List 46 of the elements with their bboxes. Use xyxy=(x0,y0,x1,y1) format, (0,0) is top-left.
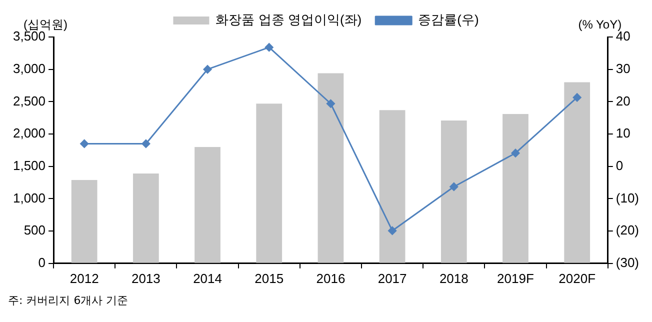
y-tick-label: 1,500 xyxy=(12,158,46,173)
point xyxy=(511,148,520,158)
y2-tick-label: (10) xyxy=(616,190,640,206)
y2-tick-label: 30 xyxy=(616,60,630,76)
point xyxy=(572,93,582,102)
y2-axis-title: (% YoY) xyxy=(578,17,622,32)
x-tick-label: 2017 xyxy=(378,270,407,286)
y-tick-label: 2,000 xyxy=(12,126,46,141)
x-tick-label: 2018 xyxy=(439,270,468,286)
point xyxy=(80,139,89,148)
legend-label: 증감률(우) xyxy=(418,12,479,28)
y-tick-label: 1,000 xyxy=(12,190,46,206)
y-axis-title: (십억원) xyxy=(24,17,68,32)
x-tick-label: 2012 xyxy=(70,270,99,286)
x-tick-label: 2019F xyxy=(497,270,534,286)
x-tick-label: 2020F xyxy=(558,270,596,286)
x-tick-label: 2013 xyxy=(131,270,160,286)
y-tick-label: 0 xyxy=(38,254,46,270)
point xyxy=(203,65,212,74)
bar xyxy=(132,173,159,263)
bar xyxy=(318,73,344,263)
text: 주: 커버리지 6개사 기준 xyxy=(8,293,128,308)
y2-tick-label: 10 xyxy=(616,126,630,141)
y-tick-label: 3,000 xyxy=(12,60,46,76)
point xyxy=(264,43,274,52)
point xyxy=(388,226,397,235)
bar xyxy=(194,146,220,263)
y-tick-label: 500 xyxy=(24,222,46,238)
y2-tick-label: 20 xyxy=(616,93,630,108)
point xyxy=(450,182,458,191)
point xyxy=(142,139,150,148)
bar xyxy=(502,114,528,263)
y2-tick-label: (20) xyxy=(616,222,640,238)
bar xyxy=(71,180,98,263)
bar xyxy=(379,110,406,263)
x-tick-label: 2016 xyxy=(316,270,346,286)
legend-label: 화장품 업종 영업이익(좌) xyxy=(216,12,362,28)
bar xyxy=(256,104,282,263)
y2-tick-label: (30) xyxy=(616,254,640,270)
y2-tick-label: 0 xyxy=(616,158,624,173)
bar xyxy=(564,82,590,263)
y-tick-label: 2,500 xyxy=(12,93,46,108)
bar xyxy=(440,120,467,263)
x-tick-label: 2014 xyxy=(193,270,222,286)
point xyxy=(326,99,335,108)
x-tick-label: 2015 xyxy=(254,270,284,286)
